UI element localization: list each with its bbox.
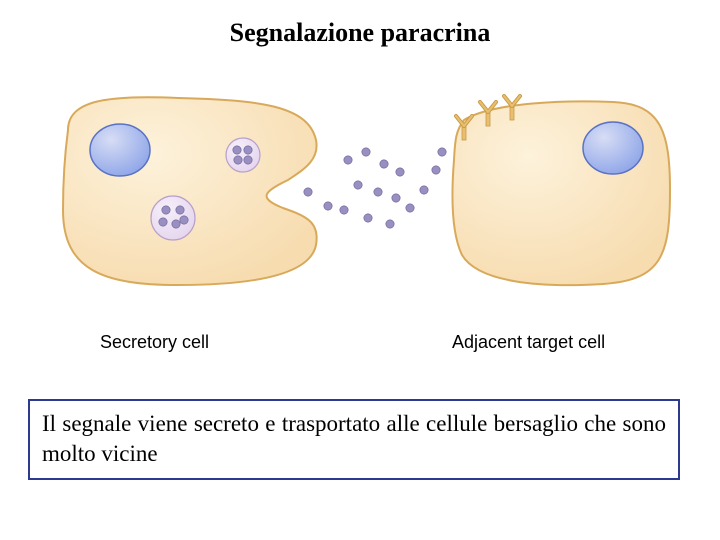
signal-molecule — [176, 206, 184, 214]
secretory-cell-label: Secretory cell — [100, 332, 209, 353]
secretory-nucleus — [90, 124, 150, 176]
signal-molecule — [432, 166, 440, 174]
target-cell-label: Adjacent target cell — [452, 332, 605, 353]
caption-text: Il segnale viene secreto e trasportato a… — [42, 411, 666, 465]
signal-molecule — [344, 156, 352, 164]
signal-molecule — [438, 148, 446, 156]
target-cell-body — [452, 101, 670, 285]
signal-molecule — [180, 216, 188, 224]
signal-molecule — [354, 181, 362, 189]
signal-molecule — [234, 156, 242, 164]
page-title: Segnalazione paracrina — [0, 0, 720, 48]
signal-molecule — [386, 220, 394, 228]
target-nucleus — [583, 122, 643, 174]
secretory-cell-body — [63, 97, 317, 285]
caption-box: Il segnale viene secreto e trasportato a… — [28, 399, 680, 480]
signal-molecule — [380, 160, 388, 168]
paracrine-diagram — [48, 90, 676, 320]
signal-molecule — [396, 168, 404, 176]
vesicle — [226, 138, 260, 172]
diagram-svg — [48, 90, 676, 320]
signal-molecule — [233, 146, 241, 154]
signal-molecule — [244, 146, 252, 154]
signal-molecule — [162, 206, 170, 214]
vesicle — [151, 196, 195, 240]
signal-molecule — [340, 206, 348, 214]
signal-molecule — [364, 214, 372, 222]
signal-molecule — [304, 188, 312, 196]
signal-molecule — [406, 204, 414, 212]
signal-molecule — [159, 218, 167, 226]
signal-molecule — [374, 188, 382, 196]
signal-molecule — [392, 194, 400, 202]
signal-molecule — [420, 186, 428, 194]
signal-molecule — [324, 202, 332, 210]
signal-molecule — [244, 156, 252, 164]
signal-molecule — [362, 148, 370, 156]
signal-molecule — [172, 220, 180, 228]
